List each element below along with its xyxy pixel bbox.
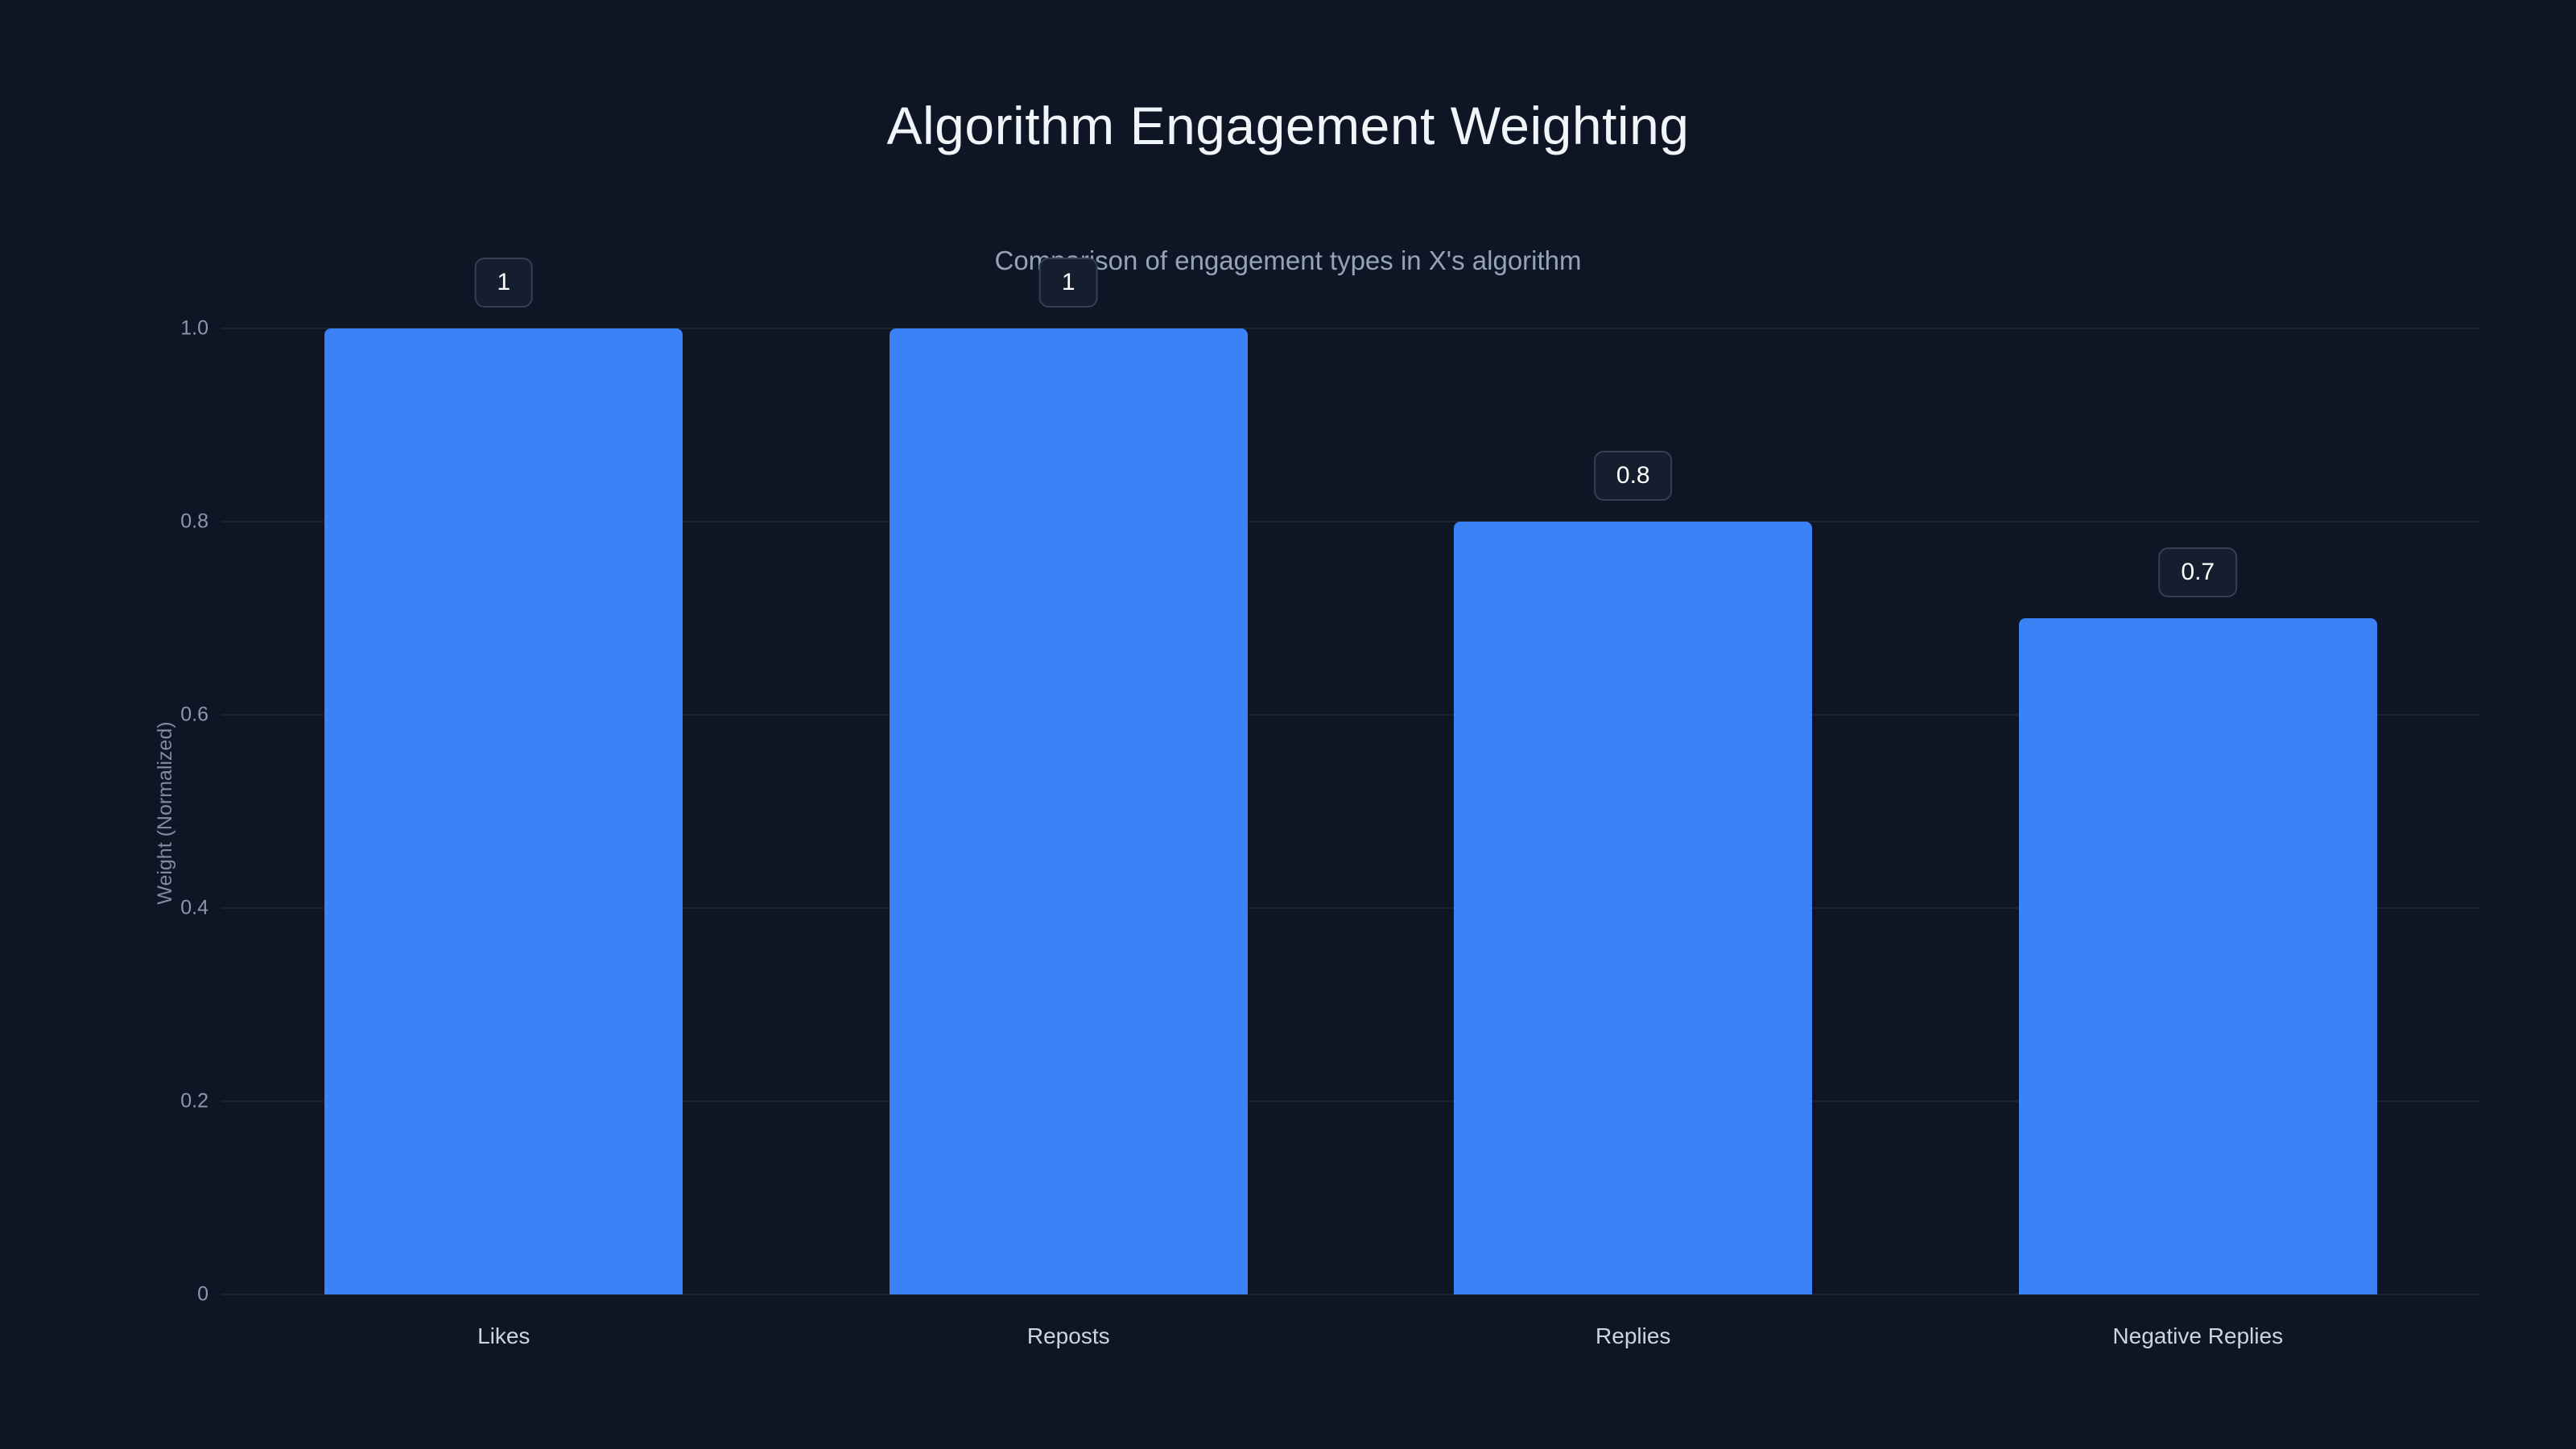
x-axis-label: Negative Replies [2112,1323,2284,1348]
bar [1454,522,1813,1294]
y-tick-label: 0 [197,1282,208,1306]
bars-layer: 1 Likes 1 Reposts 0.8 Replies 0.7 Negative Repl… [221,258,2481,1348]
gridline [221,1100,2480,1102]
bar-column: 0.8 Replies [1351,328,1916,1348]
gridline [221,328,2480,329]
gridline [221,1294,2480,1295]
bar-column: 1 Likes [221,258,786,1348]
value-badge: 1 [474,258,534,308]
chart-title: Algorithm Engagement Weighting [886,96,1690,155]
y-tick-label: 0.4 [180,896,208,919]
value-badge: 0.7 [2158,547,2238,597]
bar [889,328,1248,1294]
y-tick-label: 0.2 [180,1089,208,1113]
value-badge: 0.8 [1593,451,1673,501]
y-axis-label: Weight (Normalized) [154,721,177,905]
y-tick-label: 1.0 [180,316,208,340]
x-axis-label: Replies [1596,1323,1671,1348]
plot-area: 0 0.2 0.4 0.6 0.8 1.0 1 Likes 1 Reposts 0.8 Replie… [180,258,2481,1348]
bar [2018,618,2377,1294]
gridline [221,714,2480,716]
bar-column: 1 Reposts [786,258,1352,1348]
gridline [221,521,2480,522]
x-axis-label: Reposts [1026,1323,1110,1348]
y-tick-label: 0.8 [180,510,208,533]
chart-subtitle: Comparison of engagement types in X's al… [994,246,1582,275]
value-badge: 1 [1038,258,1098,308]
gridline [221,907,2480,909]
x-axis-label: Likes [477,1323,530,1348]
y-tick-label: 0.6 [180,703,208,726]
bar-column: 0.7 Negative Replies [1916,328,2481,1348]
bar [324,328,683,1294]
